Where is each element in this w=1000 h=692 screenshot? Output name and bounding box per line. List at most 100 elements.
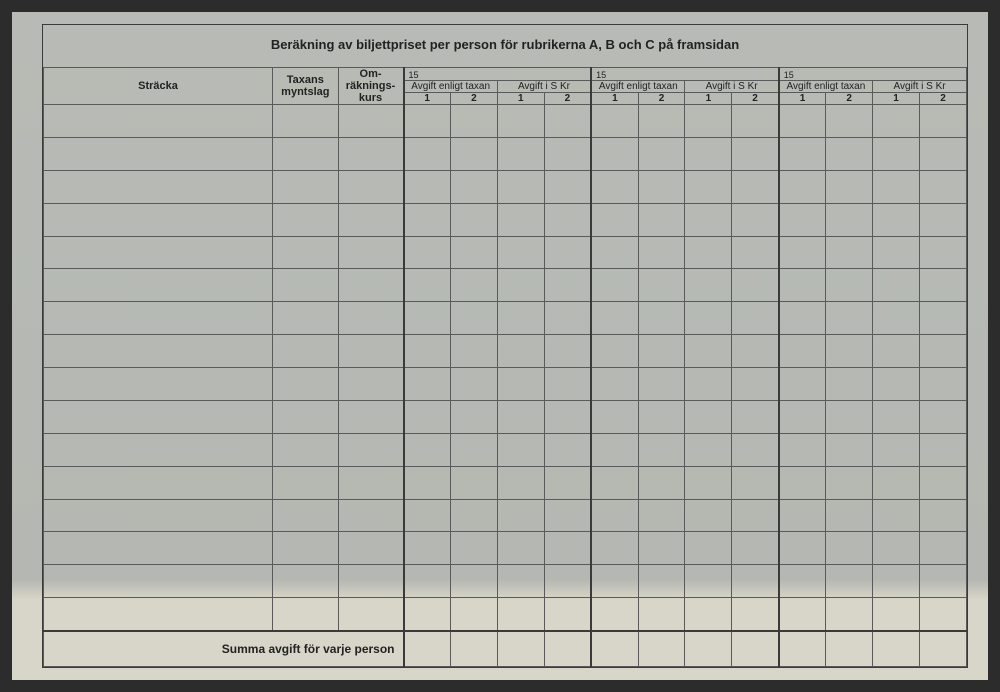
table-cell xyxy=(638,302,685,335)
footer-cell xyxy=(732,631,779,667)
table-cell xyxy=(273,499,338,532)
table-cell xyxy=(338,433,403,466)
table-cell xyxy=(920,105,967,138)
header-sub-2: 2 xyxy=(544,93,591,105)
table-cell xyxy=(685,236,732,269)
table-cell xyxy=(920,269,967,302)
table-cell xyxy=(920,433,967,466)
header-sub-2: 2 xyxy=(450,93,497,105)
table-row xyxy=(44,598,967,631)
table-row xyxy=(44,269,967,302)
table-row xyxy=(44,335,967,368)
header-avgift-tax-1: Avgift enligt taxan xyxy=(404,81,498,93)
table-cell xyxy=(732,499,779,532)
table-cell xyxy=(44,236,273,269)
table-cell xyxy=(497,598,544,631)
table-cell xyxy=(779,499,826,532)
table-cell xyxy=(685,532,732,565)
table-cell xyxy=(920,532,967,565)
table-cell xyxy=(44,466,273,499)
table-row xyxy=(44,368,967,401)
header-group-1: 15 xyxy=(404,68,592,81)
table-cell xyxy=(338,302,403,335)
table-cell xyxy=(404,598,451,631)
table-cell xyxy=(826,499,873,532)
table-cell xyxy=(638,466,685,499)
table-cell xyxy=(779,532,826,565)
table-cell xyxy=(404,137,451,170)
table-cell xyxy=(44,499,273,532)
table-cell xyxy=(497,368,544,401)
table-cell xyxy=(732,203,779,236)
table-cell xyxy=(779,203,826,236)
footer-cell xyxy=(404,631,451,667)
table-cell xyxy=(826,302,873,335)
table-cell xyxy=(732,269,779,302)
table-row xyxy=(44,137,967,170)
table-cell xyxy=(732,433,779,466)
table-cell xyxy=(638,137,685,170)
table-row xyxy=(44,236,967,269)
table-cell xyxy=(826,466,873,499)
table-cell xyxy=(732,368,779,401)
table-cell xyxy=(685,466,732,499)
table-cell xyxy=(273,236,338,269)
table-cell xyxy=(732,137,779,170)
table-cell xyxy=(591,170,638,203)
table-cell xyxy=(404,400,451,433)
table-cell xyxy=(497,532,544,565)
table-cell xyxy=(273,170,338,203)
table-cell xyxy=(497,236,544,269)
table-cell xyxy=(450,170,497,203)
table-cell xyxy=(338,137,403,170)
table-cell xyxy=(338,466,403,499)
table-cell xyxy=(732,105,779,138)
table-cell xyxy=(638,368,685,401)
table-cell xyxy=(685,335,732,368)
table-cell xyxy=(779,269,826,302)
footer-cell xyxy=(873,631,920,667)
table-cell xyxy=(685,302,732,335)
table-cell xyxy=(732,565,779,598)
table-cell xyxy=(497,466,544,499)
table-cell xyxy=(338,236,403,269)
table-cell xyxy=(591,532,638,565)
table-container: Sträcka Taxans myntslag Om- räknings- ku… xyxy=(43,67,967,667)
table-cell xyxy=(873,433,920,466)
table-cell xyxy=(44,269,273,302)
table-cell xyxy=(544,137,591,170)
table-cell xyxy=(732,302,779,335)
table-row xyxy=(44,565,967,598)
table-cell xyxy=(497,269,544,302)
table-cell xyxy=(273,433,338,466)
table-cell xyxy=(450,466,497,499)
table-cell xyxy=(44,302,273,335)
table-cell xyxy=(779,433,826,466)
table-cell xyxy=(779,335,826,368)
header-avgift-skr-3: Avgift i S Kr xyxy=(873,81,967,93)
table-cell xyxy=(920,499,967,532)
table-cell xyxy=(44,368,273,401)
table-cell xyxy=(732,236,779,269)
table-cell xyxy=(826,433,873,466)
table-cell xyxy=(450,105,497,138)
table-cell xyxy=(338,105,403,138)
table-cell xyxy=(920,598,967,631)
table-cell xyxy=(44,565,273,598)
table-cell xyxy=(404,565,451,598)
table-cell xyxy=(544,466,591,499)
table-cell xyxy=(404,335,451,368)
table-cell xyxy=(685,203,732,236)
table-cell xyxy=(873,400,920,433)
table-cell xyxy=(779,302,826,335)
table-cell xyxy=(826,269,873,302)
table-cell xyxy=(920,466,967,499)
table-cell xyxy=(638,170,685,203)
table-cell xyxy=(826,105,873,138)
table-cell xyxy=(591,368,638,401)
table-cell xyxy=(338,598,403,631)
table-cell xyxy=(873,203,920,236)
table-cell xyxy=(404,368,451,401)
table-cell xyxy=(450,532,497,565)
table-cell xyxy=(338,565,403,598)
